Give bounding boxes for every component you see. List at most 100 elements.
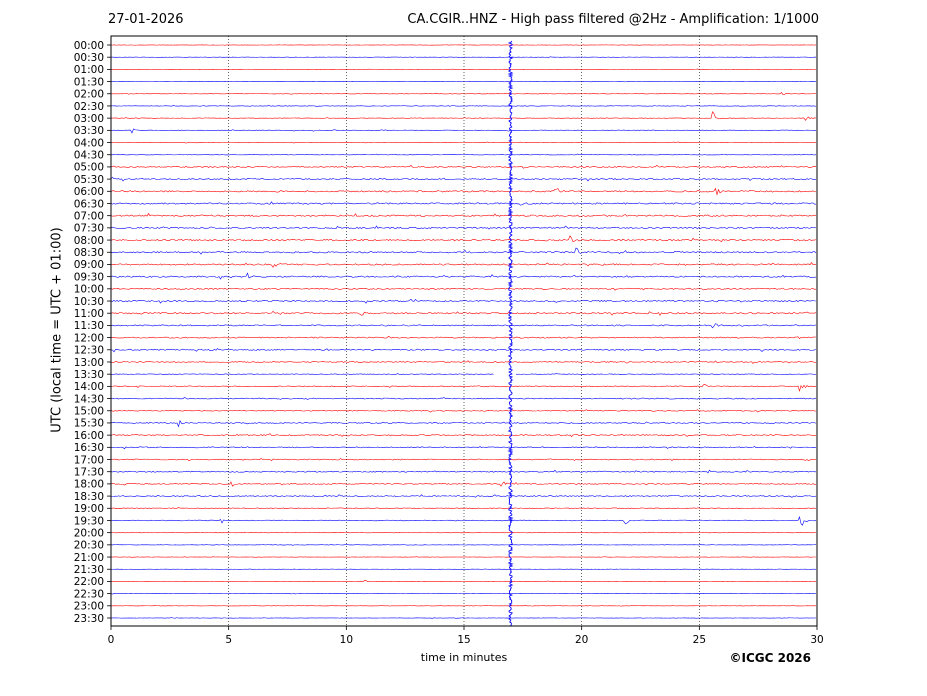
y-axis-label: UTC (local time = UTC + 01:00) [49, 227, 65, 433]
trace-21:00 [110, 556, 817, 558]
copyright-credit: ©ICGC 2026 [729, 651, 811, 665]
y-tick-label: 19:00 [74, 503, 104, 515]
x-tick-group: 0 5 10 15 20 25 30 [108, 626, 824, 646]
trace-22:00 [110, 580, 817, 583]
trace-01:30 [110, 80, 817, 83]
trace-07:30 [110, 225, 817, 230]
trace-10:30 [110, 298, 817, 304]
y-tick-label: 22:30 [74, 588, 104, 600]
chart-title: CA.CGIR..HNZ - High pass filtered @2Hz -… [407, 12, 819, 27]
trace-03:00 [110, 111, 817, 121]
y-tick-label: 01:30 [74, 76, 104, 88]
x-tick-label: 25 [693, 634, 706, 646]
trace-09:30 [110, 272, 817, 280]
x-tick-label: 20 [575, 634, 588, 646]
y-tick-label: 14:00 [74, 381, 104, 393]
trace-02:00 [110, 92, 817, 95]
trace-02:30 [110, 105, 817, 107]
trace-13:30 [110, 373, 494, 376]
trace-20:30 [110, 543, 817, 546]
trace-19:30 [110, 515, 817, 526]
y-tick-label: 07:30 [74, 223, 104, 235]
y-tick-label: 19:30 [74, 515, 104, 527]
y-tick-label: 01:00 [74, 64, 104, 76]
y-tick-label: 16:00 [74, 430, 104, 442]
trace-12:30 [110, 348, 817, 353]
y-tick-label: 12:30 [74, 345, 104, 357]
trace-16:00 [110, 433, 816, 438]
trace-04:00 [110, 141, 817, 144]
trace-00:30 [110, 56, 817, 58]
y-tick-label: 10:30 [74, 296, 104, 308]
y-tick-label: 15:30 [74, 418, 104, 430]
trace-13:00 [111, 360, 817, 364]
trace-15:30 [110, 419, 817, 428]
y-tick-label: 05:30 [74, 174, 104, 186]
y-tick-label: 21:00 [74, 552, 104, 564]
trace-14:00 [110, 384, 817, 393]
trace-05:30 [110, 177, 817, 182]
y-tick-label: 03:00 [74, 113, 104, 125]
y-tick-label: 20:00 [74, 527, 104, 539]
trace-10:00 [110, 287, 817, 291]
y-tick-label: 08:00 [74, 235, 104, 247]
trace-05:00 [110, 164, 817, 169]
trace-18:00 [110, 481, 817, 487]
trace-18:30 [111, 494, 817, 498]
y-tick-label: 00:30 [74, 52, 104, 64]
y-tick-label: 11:00 [74, 308, 104, 320]
y-tick-label: 10:00 [74, 284, 104, 296]
trace-12:00 [110, 335, 817, 340]
y-tick-label: 06:00 [74, 186, 104, 198]
y-tick-label: 23:00 [74, 601, 104, 613]
trace-14:30 [110, 397, 817, 400]
disturbance-trace [507, 40, 514, 627]
y-tick-group: 00:0000:3001:0001:3002:0002:3003:0003:30… [74, 40, 111, 625]
trace-08:00 [110, 235, 817, 243]
trace-08:30 [110, 247, 817, 255]
trace-07:00 [110, 212, 817, 217]
x-tick-label: 15 [457, 634, 470, 646]
y-tick-label: 09:00 [74, 259, 104, 271]
trace-23:30 [110, 617, 817, 619]
y-tick-label: 20:30 [74, 540, 104, 552]
y-tick-label: 14:30 [74, 393, 104, 405]
trace-22:30 [110, 592, 817, 595]
y-tick-label: 22:00 [74, 576, 104, 588]
y-tick-label: 23:30 [74, 613, 104, 625]
y-tick-label: 15:00 [74, 406, 104, 418]
trace-13:30 [515, 373, 817, 375]
trace-19:00 [110, 507, 817, 510]
y-tick-label: 03:30 [74, 125, 104, 137]
y-tick-label: 00:00 [74, 40, 104, 52]
y-tick-label: 18:30 [74, 491, 104, 503]
x-tick-label: 10 [340, 634, 353, 646]
x-tick-label: 30 [810, 634, 823, 646]
y-tick-label: 04:00 [74, 137, 104, 149]
trace-16:30 [110, 446, 816, 450]
x-tick-label: 0 [108, 634, 115, 646]
trace-03:30 [110, 128, 816, 134]
y-tick-label: 17:30 [74, 467, 104, 479]
y-tick-label: 04:30 [74, 150, 104, 162]
trace-01:00 [110, 68, 817, 71]
trace-group [110, 40, 817, 627]
trace-09:00 [110, 262, 817, 268]
trace-06:00 [110, 187, 817, 196]
y-tick-label: 05:00 [74, 162, 104, 174]
y-tick-label: 13:30 [74, 369, 104, 381]
y-tick-label: 11:30 [74, 320, 104, 332]
x-axis-label: time in minutes [420, 651, 508, 664]
trace-06:30 [110, 201, 817, 206]
y-tick-label: 17:00 [74, 454, 104, 466]
y-tick-label: 02:00 [74, 89, 104, 101]
x-tick-label: 5 [225, 634, 232, 646]
y-tick-label: 07:00 [74, 210, 104, 222]
date-label: 27-01-2026 [108, 12, 184, 27]
trace-04:30 [110, 153, 817, 156]
trace-21:30 [110, 568, 817, 570]
y-tick-label: 18:00 [74, 479, 104, 491]
y-tick-label: 02:30 [74, 101, 104, 113]
